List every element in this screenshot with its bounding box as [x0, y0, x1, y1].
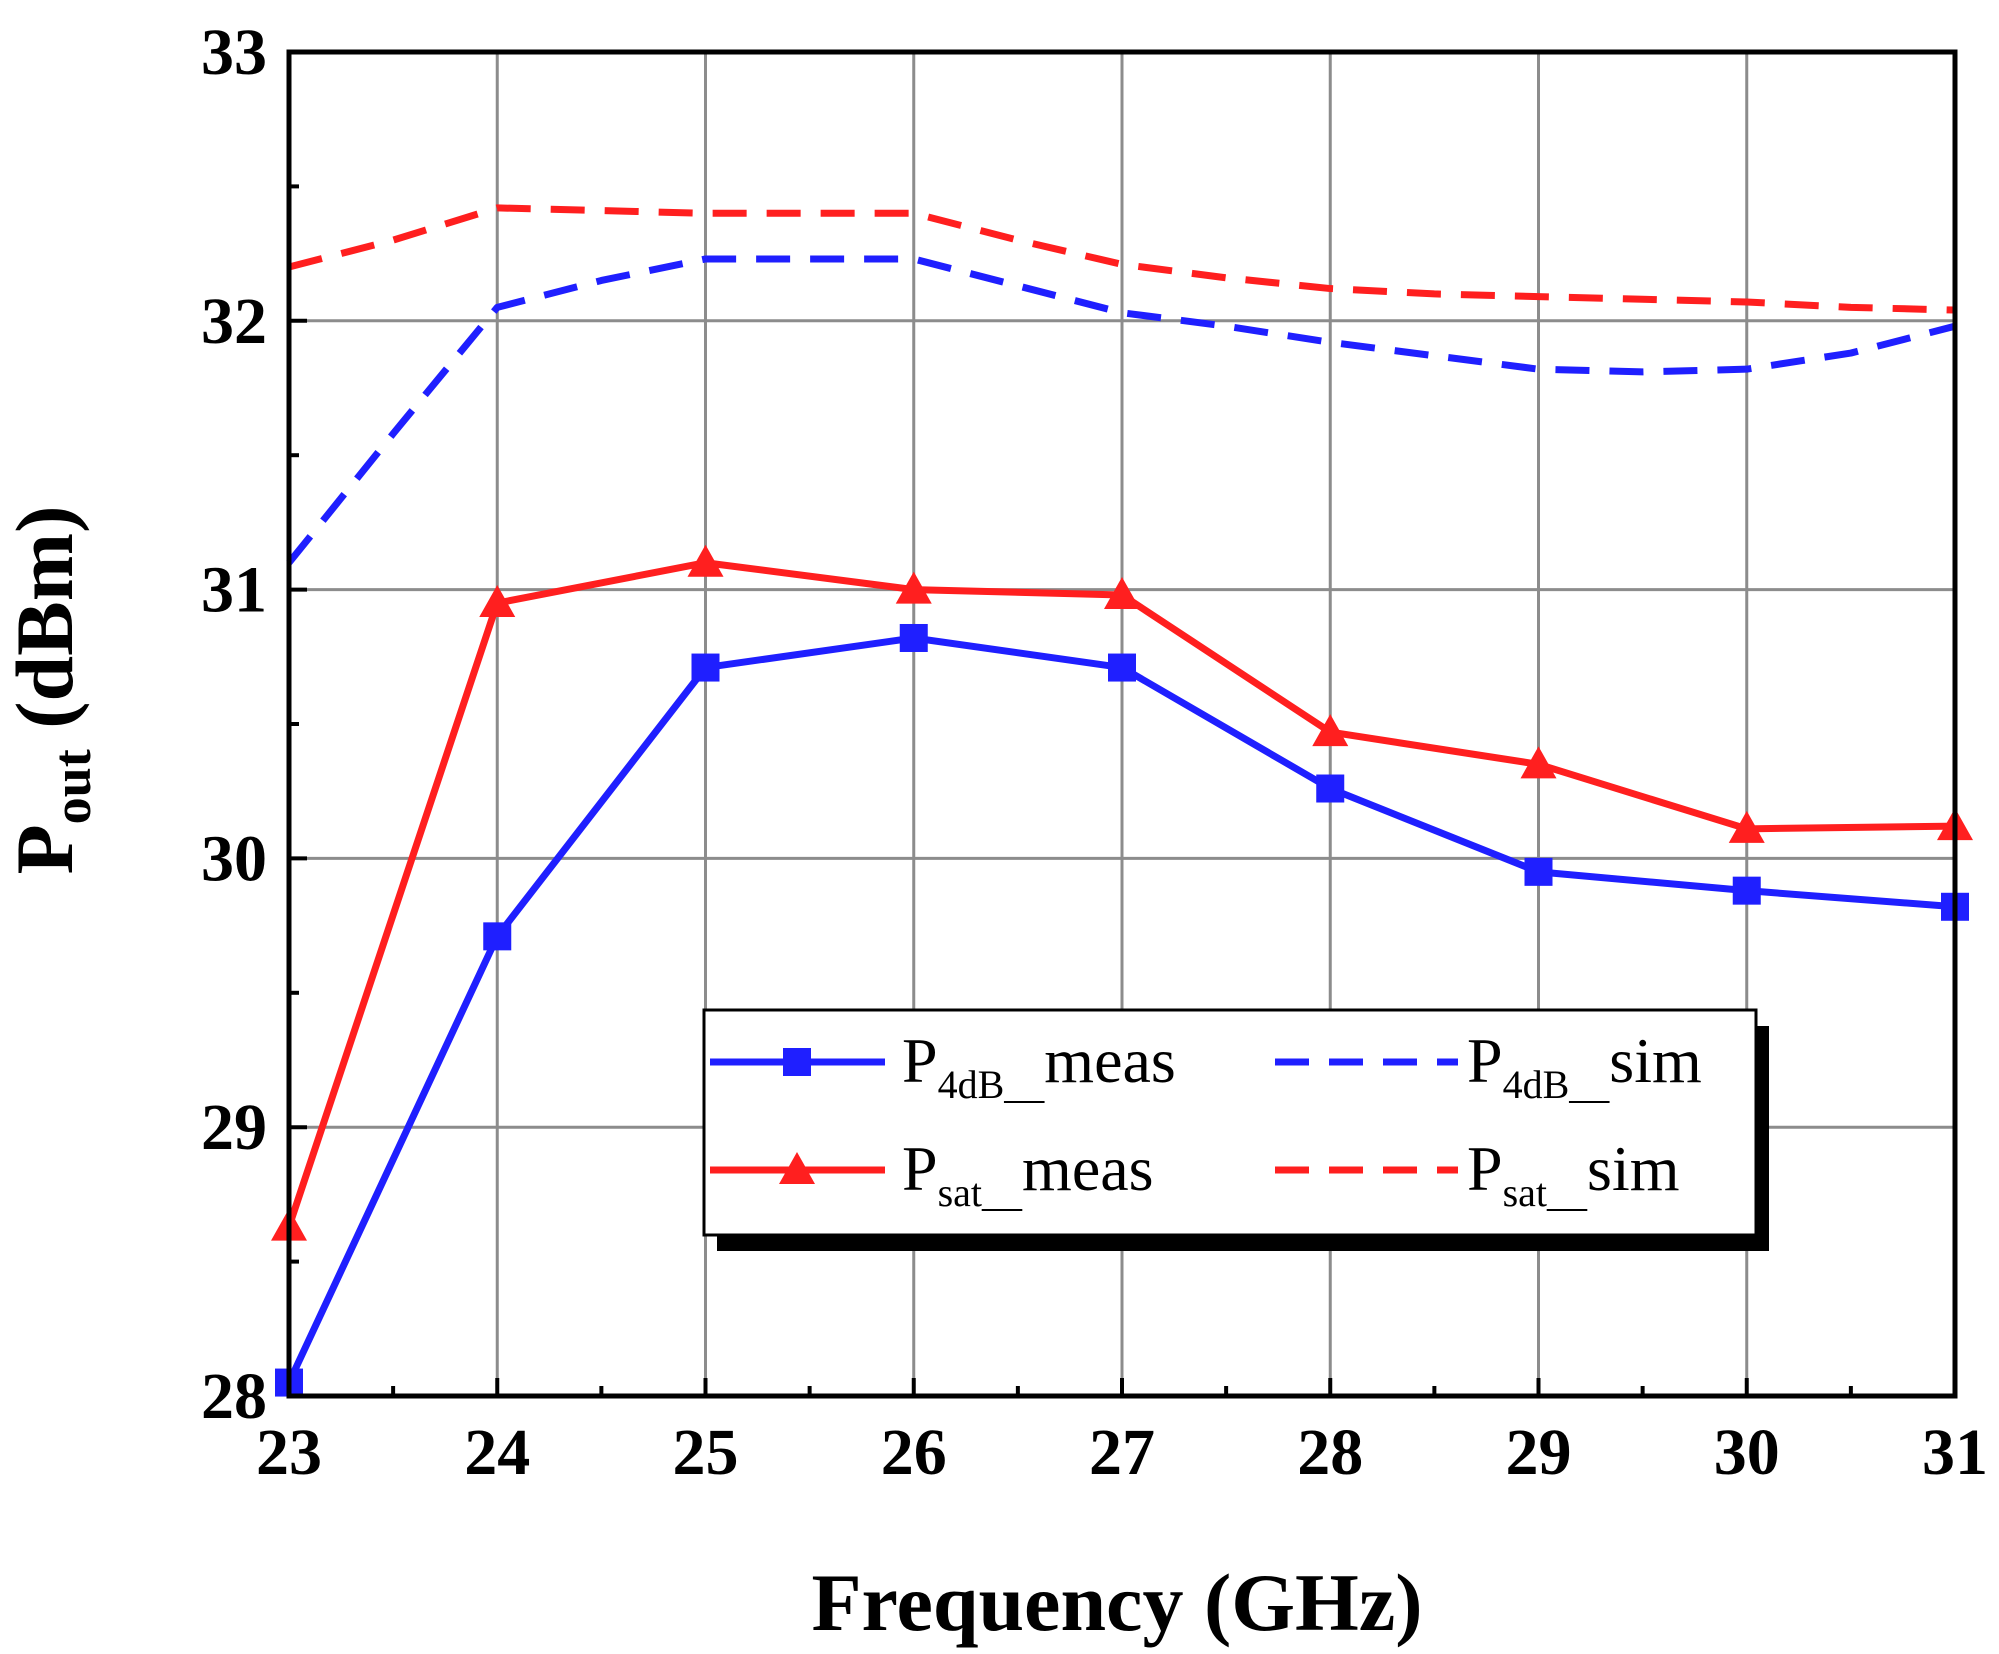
point-Psat_meas-28: [1312, 714, 1349, 747]
x-tick-label-25: 25: [673, 1416, 739, 1489]
axes: [286, 49, 1958, 1399]
series-line-Psat_sim: [288, 204, 1956, 314]
legend-label-psat-sim-main: P: [1467, 1133, 1503, 1204]
x-tick-label-26: 26: [881, 1416, 947, 1489]
legend-label-psat-meas-main: P: [902, 1133, 938, 1204]
legend-label-p4db-meas-main: P: [902, 1025, 938, 1096]
legend-label-p4db-meas-sub: 4dB__: [938, 1062, 1046, 1107]
y-tick-label-29: 29: [201, 1091, 267, 1164]
y-axis-title-unit: (dBm): [0, 506, 90, 750]
legend-label-p4db-sim-sub: 4dB__: [1503, 1062, 1611, 1107]
point-P4dB_meas-28: [1316, 774, 1345, 803]
point-Psat_meas-26: [895, 571, 932, 604]
x-tick-label-27: 27: [1089, 1416, 1155, 1489]
point-Psat_meas-25: [687, 544, 724, 577]
point-P4dB_meas-26: [899, 623, 928, 652]
legend-label-p4db-sim: P4dB__sim: [1467, 1025, 1702, 1107]
y-axis-title: Pout (dBm): [0, 506, 102, 875]
tick-labels: 23 24 25 26 27 28 29 30 31 28 29 30 31 32 33: [201, 16, 1988, 1489]
legend-label-psat-meas-sub: sat__: [938, 1170, 1023, 1215]
y-tick-label-30: 30: [201, 822, 267, 895]
legend-label-psat-meas: Psat__meas: [902, 1133, 1154, 1215]
point-Psat_meas-27: [1104, 576, 1140, 609]
point-P4dB_meas-24: [483, 922, 512, 951]
x-tick-label-28: 28: [1297, 1416, 1363, 1489]
y-tick-label-33: 33: [201, 16, 267, 89]
legend-label-p4db-meas: P4dB__meas: [902, 1025, 1176, 1107]
x-axis-title: Frequency (GHz): [811, 1557, 1422, 1648]
legend-label-p4db-sim-tail: sim: [1609, 1025, 1701, 1096]
y-tick-label-31: 31: [201, 554, 267, 627]
point-Psat_meas-30: [1728, 810, 1765, 843]
series-layer: [271, 204, 1973, 1397]
y-axis-title-main: P: [0, 824, 90, 874]
y-tick-label-32: 32: [201, 285, 267, 358]
legend: P4dB__meas P4dB__sim Psat__meas Psat__si…: [702, 1008, 1769, 1251]
point-Psat_meas-24: [479, 585, 516, 618]
legend-label-psat-sim-sub: sat__: [1503, 1170, 1588, 1215]
y-tick-label-28: 28: [201, 1360, 267, 1433]
point-P4dB_meas-29: [1524, 857, 1553, 886]
legend-box: [702, 1008, 1758, 1237]
series-line-P4dB_sim: [286, 255, 1956, 565]
point-P4dB_meas-25: [691, 653, 720, 682]
legend-label-psat-sim-tail: sim: [1587, 1133, 1679, 1204]
x-tick-label-31: 31: [1922, 1416, 1988, 1489]
x-tick-label-29: 29: [1506, 1416, 1572, 1489]
legend-marker-psat-meas: [779, 1152, 815, 1184]
point-P4dB_meas-30: [1732, 876, 1761, 905]
y-axis-title-sub: out: [42, 749, 102, 824]
x-tick-label-30: 30: [1714, 1416, 1780, 1489]
point-Psat_meas-29: [1520, 746, 1557, 779]
legend-label-p4db-sim-main: P: [1467, 1025, 1503, 1096]
legend-label-p4db-meas-tail: meas: [1044, 1025, 1176, 1096]
x-tick-label-23: 23: [256, 1416, 322, 1489]
legend-marker-p4db-meas: [783, 1048, 811, 1076]
point-P4dB_meas-27: [1108, 653, 1136, 682]
legend-label-psat-meas-tail: meas: [1022, 1133, 1154, 1204]
x-tick-label-24: 24: [464, 1416, 530, 1489]
legend-label-psat-sim: Psat__sim: [1467, 1133, 1680, 1215]
